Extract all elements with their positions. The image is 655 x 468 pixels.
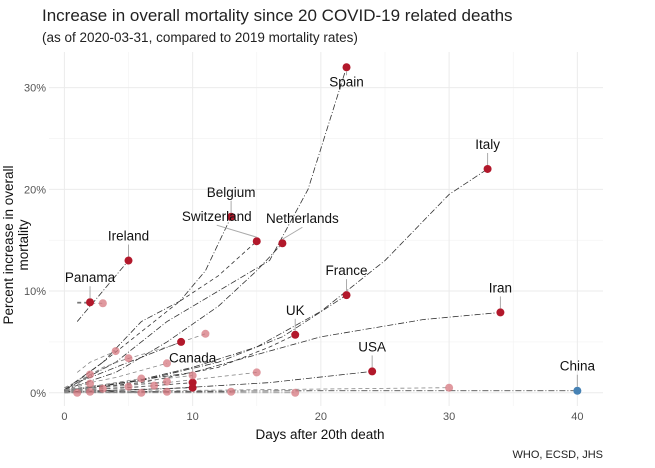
data-point — [86, 379, 95, 388]
data-point — [368, 367, 377, 376]
data-label: Switzerland — [182, 209, 252, 224]
chart-subtitle: (as of 2020-03-31, compared to 2019 mort… — [42, 30, 358, 45]
series-line — [76, 260, 129, 322]
x-tick-label: 0 — [61, 411, 67, 423]
data-point — [445, 383, 454, 392]
series-line — [64, 381, 168, 392]
data-point — [86, 370, 95, 379]
data-point — [137, 374, 146, 383]
data-point — [188, 371, 197, 380]
data-label: Iran — [489, 280, 512, 295]
series-line — [76, 350, 116, 373]
data-point — [111, 347, 120, 356]
x-tick-label: 40 — [571, 411, 583, 423]
data-point — [252, 368, 261, 377]
data-label: USA — [358, 339, 386, 354]
data-point — [483, 164, 492, 173]
x-tick-label: 10 — [187, 411, 199, 423]
data-point — [124, 354, 133, 363]
x-tick-label: 20 — [315, 411, 327, 423]
data-point — [124, 256, 133, 265]
caption: WHO, ECSD, JHS — [512, 449, 603, 461]
x-axis-label: Days after 20th death — [255, 427, 385, 442]
data-point — [177, 337, 186, 346]
series-line — [64, 242, 283, 391]
series-line — [64, 67, 347, 391]
data-point — [162, 387, 171, 396]
series-line — [64, 378, 142, 391]
series-line — [64, 334, 296, 392]
series-line — [64, 240, 258, 392]
data-point — [86, 387, 95, 396]
data-label: Italy — [475, 137, 500, 152]
label-leader — [282, 226, 303, 240]
x-tick-label: 30 — [443, 411, 455, 423]
data-point — [227, 212, 236, 221]
label-leader — [216, 224, 257, 238]
y-tick-label: 0% — [30, 388, 46, 400]
data-point — [150, 381, 159, 390]
series-line — [64, 387, 450, 393]
series-line — [64, 390, 578, 393]
data-label: France — [326, 263, 368, 278]
data-label: Ireland — [108, 229, 149, 244]
data-label: Canada — [169, 351, 217, 366]
series-line — [64, 383, 91, 391]
series-line — [64, 294, 347, 392]
data-point — [496, 308, 505, 317]
data-label: China — [560, 359, 596, 374]
y-tick-label: 10% — [24, 286, 46, 298]
data-label: Panama — [65, 270, 116, 285]
data-point — [98, 299, 107, 308]
series-line — [64, 371, 373, 393]
chart-title: Increase in overall mortality since 20 C… — [42, 6, 513, 25]
data-point — [291, 330, 300, 339]
data-point — [573, 386, 582, 395]
series-line — [64, 362, 168, 389]
y-tick-label: 20% — [24, 184, 46, 196]
series-line — [77, 341, 182, 383]
data-point — [201, 329, 210, 338]
series-line — [76, 374, 91, 385]
data-point — [291, 388, 300, 397]
data-label: Belgium — [207, 185, 256, 200]
series-line — [64, 312, 501, 392]
series-line — [77, 357, 129, 383]
data-point — [98, 384, 107, 393]
y-tick-label: 30% — [24, 83, 46, 95]
series-line — [64, 375, 193, 391]
data-point — [162, 359, 171, 368]
data-point — [73, 388, 82, 397]
series-line — [64, 216, 232, 391]
data-point — [342, 291, 351, 300]
data-label: Spain — [329, 74, 364, 89]
data-point — [252, 237, 261, 246]
data-point — [342, 63, 351, 72]
data-point — [188, 383, 197, 392]
series-line — [64, 372, 257, 391]
data-label: Netherlands — [266, 211, 339, 226]
data-point — [162, 377, 171, 386]
series-line — [64, 168, 488, 392]
data-point — [137, 388, 146, 397]
data-point — [278, 239, 287, 248]
data-point — [227, 387, 236, 396]
data-point — [86, 298, 95, 307]
data-point — [124, 382, 133, 391]
data-label: UK — [286, 303, 305, 318]
